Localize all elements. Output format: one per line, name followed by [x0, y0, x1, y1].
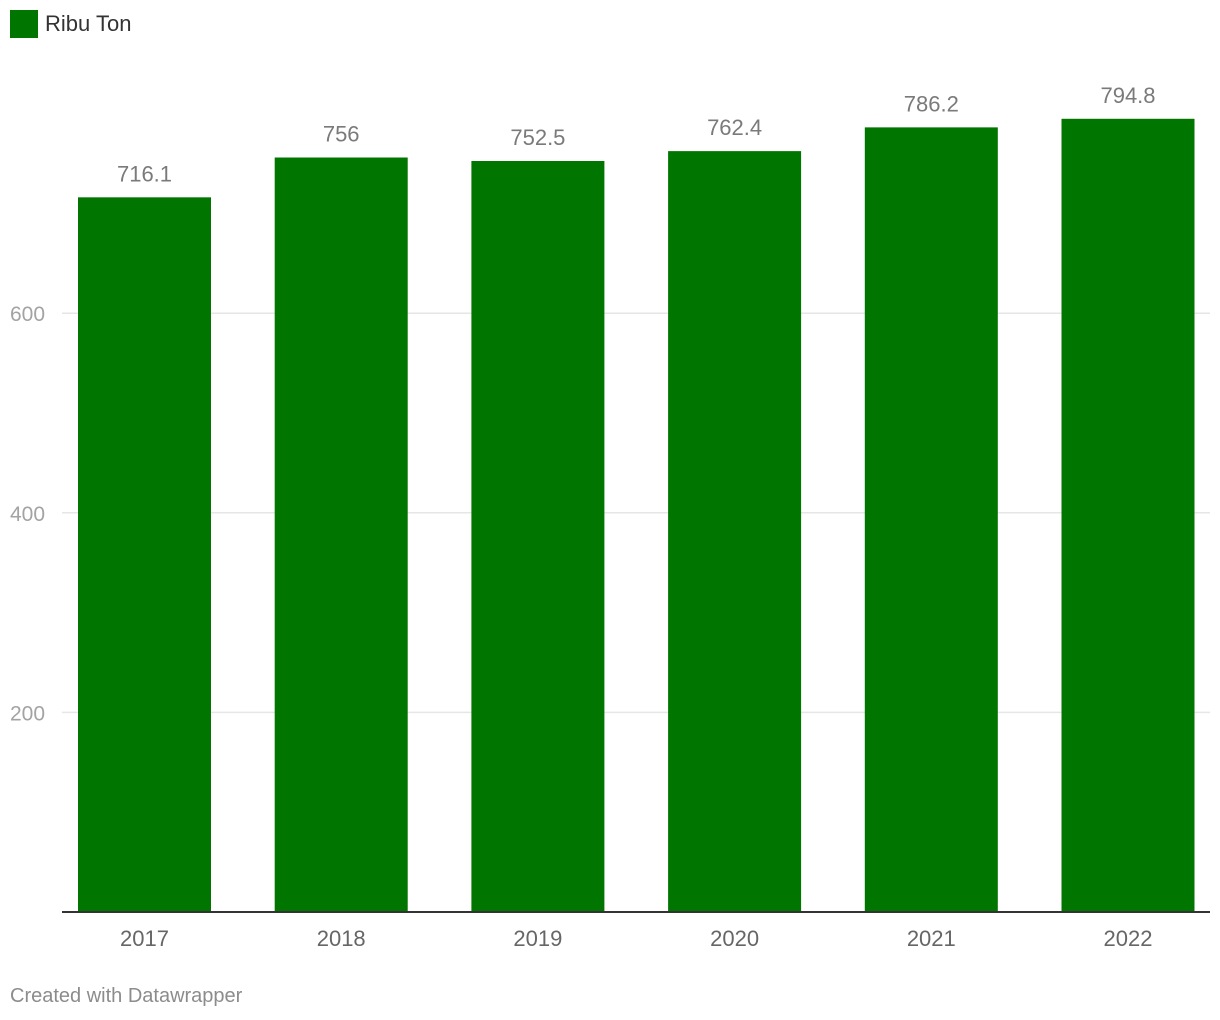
bar-2018 — [274, 157, 408, 913]
x-axis: 2017 2018 2019 2020 2021 2022 — [62, 911, 1210, 951]
data-label-2018: 756 — [323, 122, 360, 147]
gridlines: 200 400 600 — [10, 303, 1210, 725]
bars — [78, 118, 1195, 913]
x-tick-label-2022: 2022 — [1104, 926, 1153, 951]
bar-chart: 200 400 600 716.1 756 752.5 762.4 786.2 794.8 2… — [10, 83, 1210, 951]
bar-2022 — [1061, 118, 1195, 912]
x-tick-label-2021: 2021 — [907, 926, 956, 951]
y-tick-label-400: 400 — [10, 503, 45, 526]
x-tick-label-2018: 2018 — [317, 926, 366, 951]
bar-2021 — [864, 127, 998, 913]
x-tick-label-2020: 2020 — [710, 926, 759, 951]
bar-2017 — [78, 197, 211, 912]
x-tick-label-2017: 2017 — [120, 926, 169, 951]
data-label-2021: 786.2 — [904, 91, 959, 116]
bar-2019 — [471, 161, 605, 912]
legend-swatch — [10, 10, 38, 38]
data-label-2019: 752.5 — [510, 125, 565, 150]
bar-2020 — [668, 151, 802, 912]
footer-credit: Created with Datawrapper — [10, 985, 243, 1007]
legend: Ribu Ton — [10, 10, 131, 38]
x-tick-label-2019: 2019 — [513, 926, 562, 951]
data-label-2020: 762.4 — [707, 115, 762, 140]
data-label-2022: 794.8 — [1100, 83, 1155, 108]
data-labels: 716.1 756 752.5 762.4 786.2 794.8 — [117, 83, 1156, 187]
legend-label: Ribu Ton — [45, 11, 132, 36]
y-tick-label-600: 600 — [10, 303, 45, 326]
data-label-2017: 716.1 — [117, 161, 172, 186]
y-tick-label-200: 200 — [10, 702, 45, 725]
